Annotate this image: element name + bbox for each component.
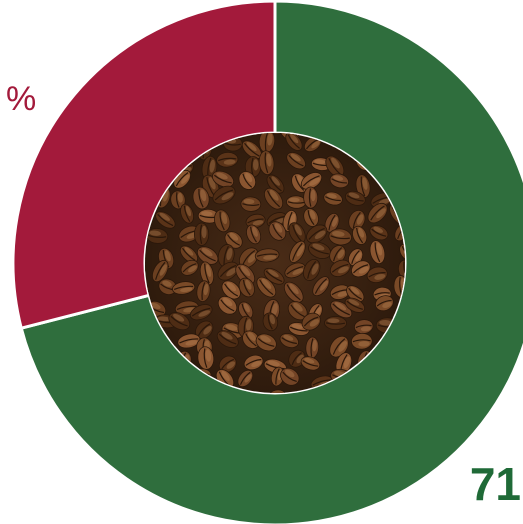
red-slice-unit-label: % bbox=[6, 80, 36, 118]
green-slice-value-label: 71 bbox=[470, 458, 521, 510]
